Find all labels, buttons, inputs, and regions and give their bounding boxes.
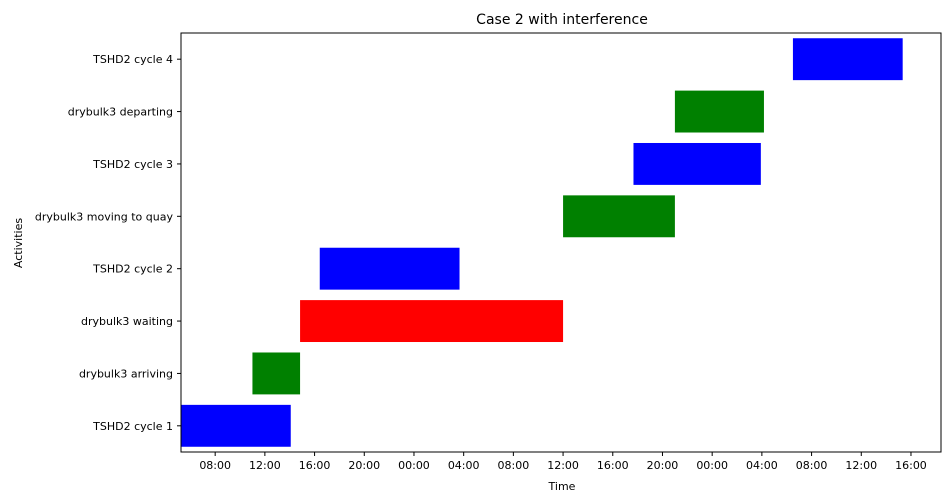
chart-title: Case 2 with interference	[476, 12, 648, 28]
x-tick-label: 00:00	[696, 459, 728, 472]
y-tick-label: TSHD2 cycle 4	[92, 53, 173, 66]
y-tick-label: drybulk3 departing	[68, 106, 173, 119]
x-tick-label: 12:00	[547, 459, 579, 472]
x-tick-label: 20:00	[348, 459, 380, 472]
y-axis: TSHD2 cycle 1 drybulk3 arriving drybulk3 w…	[35, 53, 181, 433]
gantt-bar-3	[300, 300, 564, 343]
x-tick-label: 16:00	[299, 459, 331, 472]
y-tick-label: TSHD2 cycle 2	[92, 263, 173, 276]
x-tick-label: 04:00	[746, 459, 778, 472]
x-tick-label: 20:00	[647, 459, 679, 472]
gantt-bar-5	[563, 195, 675, 238]
gantt-bar-7	[674, 90, 764, 133]
plot-frame	[180, 32, 942, 453]
gantt-bar-2	[252, 352, 301, 395]
x-tick-label: 08:00	[199, 459, 231, 472]
gantt-bar-1	[181, 404, 291, 447]
x-tick-label: 00:00	[398, 459, 430, 472]
x-tick-label: 08:00	[796, 459, 828, 472]
x-tick-label: 08:00	[498, 459, 530, 472]
y-tick-label: drybulk3 waiting	[81, 315, 173, 328]
y-tick-label: drybulk3 moving to quay	[35, 210, 174, 223]
gantt-bar-8	[792, 38, 903, 81]
y-tick-label: drybulk3 arriving	[79, 367, 173, 380]
gantt-bar-6	[633, 142, 761, 185]
x-tick-label: 16:00	[597, 459, 629, 472]
y-tick-label: TSHD2 cycle 3	[92, 158, 173, 171]
x-tick-label: 04:00	[448, 459, 480, 472]
x-tick-label: 12:00	[249, 459, 281, 472]
x-axis: 08:00 12:00 16:00 20:00 00:00 04:00 08:00 12:00…	[199, 452, 927, 472]
gantt-bar-4	[319, 247, 460, 290]
bars-layer	[181, 38, 903, 447]
x-tick-label: 16:00	[895, 459, 927, 472]
y-axis-title: Activities	[12, 218, 25, 268]
x-tick-label: 12:00	[845, 459, 877, 472]
x-axis-title: Time	[548, 480, 576, 493]
y-tick-label: TSHD2 cycle 1	[92, 420, 173, 433]
